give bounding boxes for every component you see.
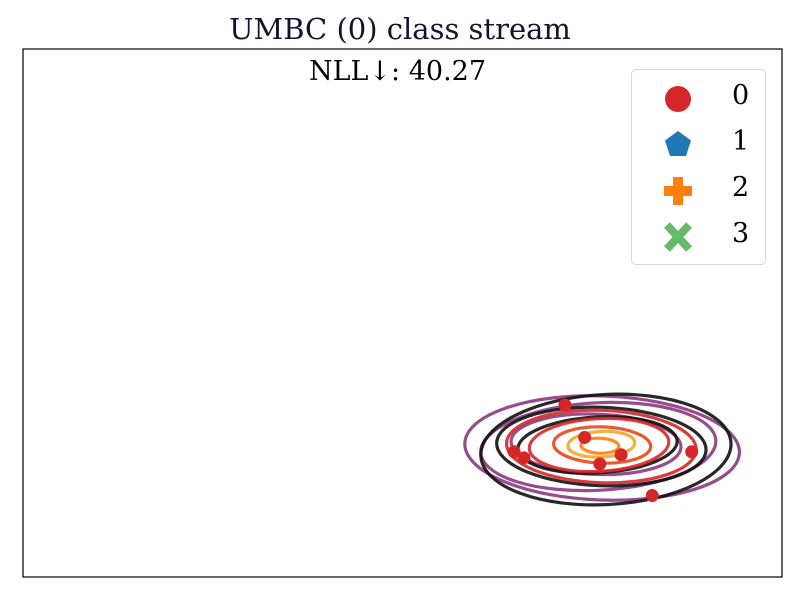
data-point — [645, 489, 659, 503]
density-contour — [527, 416, 671, 474]
legend: 0 1 2 3 — [631, 69, 766, 265]
data-point — [517, 451, 531, 465]
data-point — [614, 448, 628, 462]
density-contour — [495, 405, 708, 488]
x-marker-icon — [664, 222, 692, 252]
data-point — [593, 457, 607, 471]
data-point — [558, 398, 572, 412]
data-point — [578, 430, 592, 444]
nll-metric: NLL↓: 40.27 — [308, 56, 487, 87]
density-contour — [479, 392, 733, 507]
legend-item-3: 3 — [632, 212, 765, 258]
legend-label: 2 — [732, 172, 750, 203]
legend-item-0: 0 — [632, 74, 765, 120]
density-contour — [579, 436, 621, 455]
data-point — [685, 445, 699, 459]
pentagon-marker-icon — [665, 131, 691, 156]
data-points — [507, 398, 699, 503]
data-point — [507, 445, 521, 459]
legend-label: 3 — [732, 218, 750, 249]
legend-item-2: 2 — [632, 166, 765, 212]
legend-label: 1 — [732, 126, 750, 157]
plus-marker-icon — [664, 177, 692, 205]
chart-title: UMBC (0) class stream — [229, 12, 571, 46]
legend-label: 0 — [732, 80, 750, 111]
circle-marker-icon — [665, 86, 691, 112]
legend-item-1: 1 — [632, 120, 765, 166]
density-contour — [566, 429, 637, 459]
